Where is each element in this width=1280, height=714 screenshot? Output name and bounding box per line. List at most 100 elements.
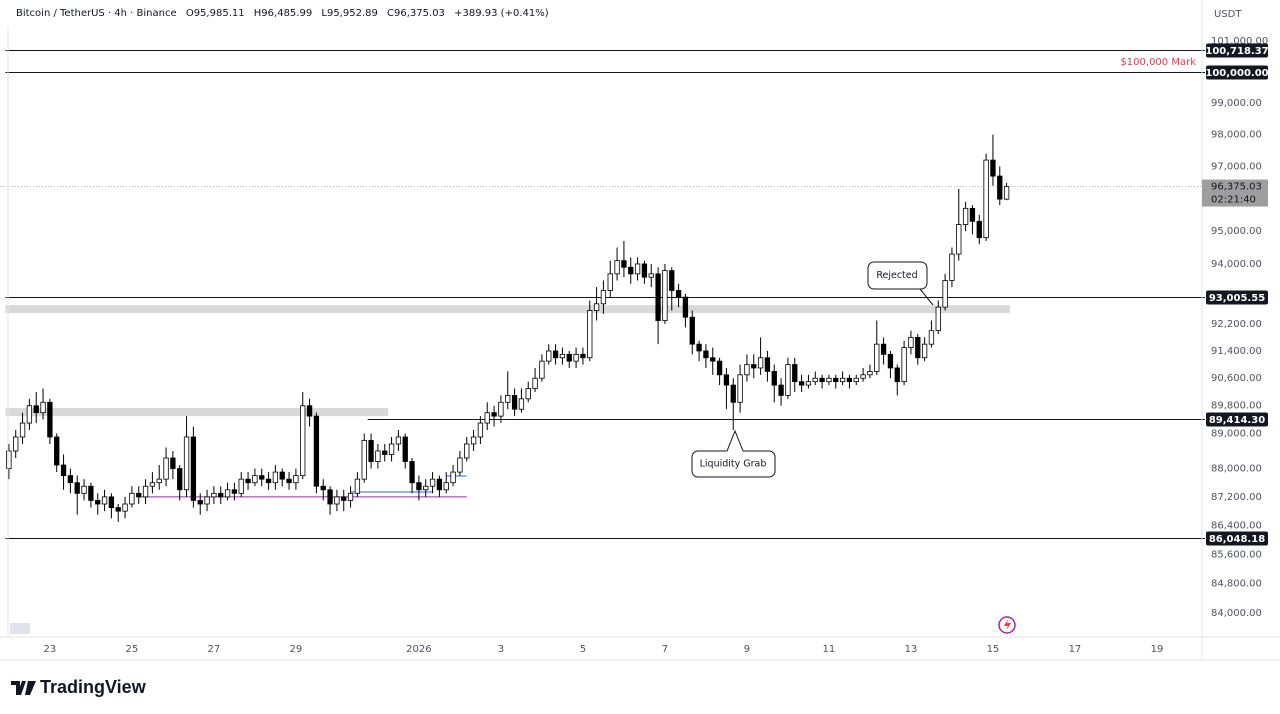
candle-body xyxy=(238,478,244,494)
candle-body xyxy=(901,347,907,383)
candle-body xyxy=(74,482,80,494)
x-tick-label: 11 xyxy=(823,644,836,655)
candle-body xyxy=(300,405,306,477)
candle-body xyxy=(880,343,887,355)
candle-body xyxy=(894,367,900,383)
candle-body xyxy=(921,343,928,359)
candle-body xyxy=(956,224,962,255)
candle-body xyxy=(710,357,716,362)
candle-body xyxy=(252,475,258,484)
candle-body xyxy=(47,401,53,438)
candle-body xyxy=(354,478,361,494)
y-tick-label: 84,000.00 xyxy=(1211,608,1262,619)
level-label: 100,000.00 xyxy=(1205,68,1268,79)
candle-body xyxy=(6,450,12,469)
candle-body xyxy=(853,377,859,383)
candle-body xyxy=(785,364,791,396)
candle-body xyxy=(170,457,176,469)
candle-body xyxy=(108,496,115,508)
candle-body xyxy=(915,337,921,359)
candle-body xyxy=(183,436,190,491)
y-tick-label: 89,800.00 xyxy=(1211,401,1262,412)
candle-body xyxy=(798,381,805,386)
candle-body xyxy=(224,489,231,498)
candle-body xyxy=(867,370,873,376)
candle-body xyxy=(498,401,504,417)
candle-body xyxy=(265,478,272,484)
candle-body xyxy=(764,357,771,372)
candle-body xyxy=(33,405,39,414)
currency[interactable]: USDT xyxy=(1214,9,1242,20)
candle-body xyxy=(969,207,976,222)
candle-body xyxy=(67,475,74,484)
level-label-box xyxy=(1206,531,1268,546)
candle-body xyxy=(812,377,818,383)
y-tick-label: 90,600.00 xyxy=(1211,373,1262,384)
candle-body xyxy=(566,353,572,362)
candle-body xyxy=(908,337,914,348)
candle-body xyxy=(423,485,429,491)
candle-body xyxy=(539,360,545,379)
candle-body xyxy=(655,273,661,321)
candle-body xyxy=(525,388,531,400)
ohlc-high: H96,485.99 xyxy=(254,8,312,19)
candle-body xyxy=(320,485,326,491)
x-tick-label: 9 xyxy=(744,644,750,655)
candle-body xyxy=(935,306,941,332)
scroll-handle[interactable] xyxy=(10,623,30,634)
candle-body xyxy=(689,316,695,345)
ohlc-open: O95,985.11 xyxy=(186,8,245,19)
lightning-icon[interactable] xyxy=(998,616,1016,634)
annotation-text: $100,000 Mark xyxy=(1120,57,1196,68)
candle-body xyxy=(368,440,374,462)
callout-box xyxy=(867,261,928,290)
candle-body xyxy=(484,412,490,424)
candle-body xyxy=(402,436,408,462)
callout: Rejected xyxy=(867,261,934,306)
candle-body xyxy=(505,394,511,403)
candle-body xyxy=(942,280,948,308)
candle-body xyxy=(204,496,210,505)
candle-body xyxy=(341,496,347,501)
candle-body xyxy=(744,364,750,376)
candle-body xyxy=(279,471,285,480)
candle-body xyxy=(477,422,484,438)
candle-body xyxy=(60,464,67,477)
level-label-box xyxy=(1206,43,1268,58)
y-tick-label: 98,000.00 xyxy=(1211,130,1262,141)
candle-body xyxy=(928,330,935,345)
candle-body xyxy=(792,364,798,383)
candle-body xyxy=(1003,186,1010,200)
candle-body xyxy=(771,370,777,386)
candle-body xyxy=(662,270,668,321)
candle-body xyxy=(600,290,607,305)
candle-body xyxy=(88,485,94,501)
candle-body xyxy=(81,485,87,494)
level-label-box xyxy=(1206,412,1268,427)
candle-body xyxy=(218,492,224,498)
candle-body xyxy=(641,263,648,278)
candle-body xyxy=(429,478,436,487)
candle-body xyxy=(313,415,320,487)
candle-body xyxy=(607,273,613,291)
candle-body xyxy=(983,159,989,239)
candle-body xyxy=(231,489,238,494)
candle-body xyxy=(443,482,449,491)
candle-body xyxy=(949,253,955,281)
candle-body xyxy=(115,507,121,512)
candle-body xyxy=(457,457,463,473)
candle-body xyxy=(805,381,812,386)
countdown: 02:21:40 xyxy=(1211,195,1256,206)
y-tick-label: 88,000.00 xyxy=(1211,464,1262,475)
x-tick-label: 13 xyxy=(905,644,918,655)
candle-body xyxy=(347,492,354,501)
x-tick-label: 17 xyxy=(1069,644,1082,655)
candle-body xyxy=(149,482,156,487)
candle-body xyxy=(593,303,600,311)
x-tick-label: 3 xyxy=(498,644,504,655)
candle-body xyxy=(286,478,292,484)
candle-body xyxy=(436,478,443,491)
candle-body xyxy=(245,478,251,484)
callout-box xyxy=(691,429,776,478)
